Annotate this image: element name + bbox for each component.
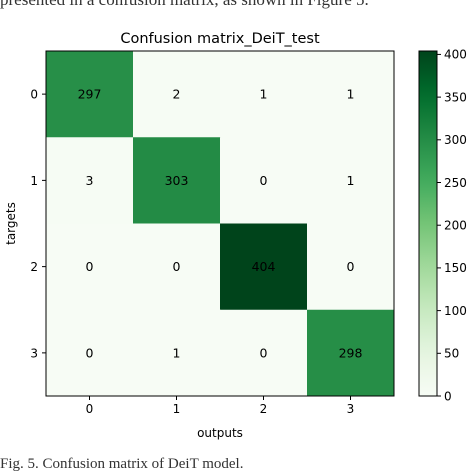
chart-title: Confusion matrix_DeiT_test: [120, 31, 320, 47]
heatmap-cell: [307, 137, 395, 224]
cell-value-label: 1: [173, 345, 181, 360]
x-axis-label: outputs: [197, 426, 243, 440]
cell-value-label: 1: [347, 87, 355, 102]
document-text-bottom: Fig. 5. Confusion matrix of DeiT model.: [0, 456, 244, 472]
document-text-top: presented in a confusion matrix, as show…: [0, 0, 369, 10]
heatmap-cell: [133, 309, 221, 397]
y-axis-ticks: 0 1 2 3: [30, 88, 46, 360]
cell-value-label: 0: [173, 259, 181, 274]
colorbar-ticks: 0 50 100 150 200 250 300 350 400: [437, 48, 467, 403]
colorbar-tick-label: 350: [444, 90, 467, 104]
colorbar-tick-label: 50: [444, 347, 459, 361]
cell-value-label: 2: [173, 87, 181, 102]
cell-value-label: 303: [165, 173, 189, 188]
y-axis-label: targets: [4, 202, 18, 245]
x-axis-ticks: 0 1 2 3: [86, 396, 355, 416]
y-tick-label: 3: [30, 346, 38, 360]
colorbar-tick-label: 400: [444, 48, 467, 62]
cell-value-label: 0: [260, 345, 268, 360]
colorbar: [418, 50, 438, 397]
cell-value-label: 1: [347, 173, 355, 188]
colorbar-tick-label: 200: [444, 219, 467, 233]
colorbar-tick-label: 250: [444, 176, 467, 190]
colorbar-tick-label: 0: [444, 389, 452, 403]
y-tick-label: 0: [30, 88, 38, 102]
heatmap-cell: [46, 137, 134, 224]
heatmap-cell: [133, 223, 221, 311]
cell-value-label: 0: [86, 345, 94, 360]
heatmap-cell: [307, 51, 395, 138]
heatmap-cell: [220, 223, 308, 311]
cell-value-label: 404: [252, 259, 276, 274]
x-tick-label: 0: [86, 402, 94, 416]
colorbar-tick-label: 100: [444, 304, 467, 318]
heatmap-cell: [46, 223, 134, 311]
cell-value-label: 1: [260, 87, 268, 102]
colorbar-tick-label: 150: [444, 261, 467, 275]
cell-value-label: 297: [78, 87, 102, 102]
y-tick-label: 2: [30, 260, 38, 274]
heatmap-cell: [220, 309, 308, 397]
heatmap-cell-labels: 297 2 1 1 3 303 0 1 0 0 404 0 0 1 0 298: [78, 87, 363, 361]
heatmap-cell: [220, 137, 308, 224]
cell-value-label: 3: [86, 173, 94, 188]
plot-frame: [45, 50, 395, 397]
heatmap-cell: [46, 51, 134, 138]
heatmap-cell: [133, 51, 221, 138]
cell-value-label: 0: [347, 259, 355, 274]
x-tick-label: 3: [347, 402, 355, 416]
heatmap-cells: [46, 51, 395, 397]
heatmap-cell: [220, 51, 308, 138]
colorbar-tick-label: 300: [444, 133, 467, 147]
x-tick-label: 1: [173, 402, 181, 416]
x-tick-label: 2: [260, 402, 268, 416]
cell-value-label: 0: [86, 259, 94, 274]
cell-value-label: 0: [260, 173, 268, 188]
heatmap-cell: [307, 309, 395, 397]
heatmap-cell: [46, 309, 134, 397]
cell-value-label: 298: [339, 345, 363, 360]
heatmap-cell: [133, 137, 221, 224]
y-tick-label: 1: [30, 174, 38, 188]
heatmap-cell: [307, 223, 395, 311]
